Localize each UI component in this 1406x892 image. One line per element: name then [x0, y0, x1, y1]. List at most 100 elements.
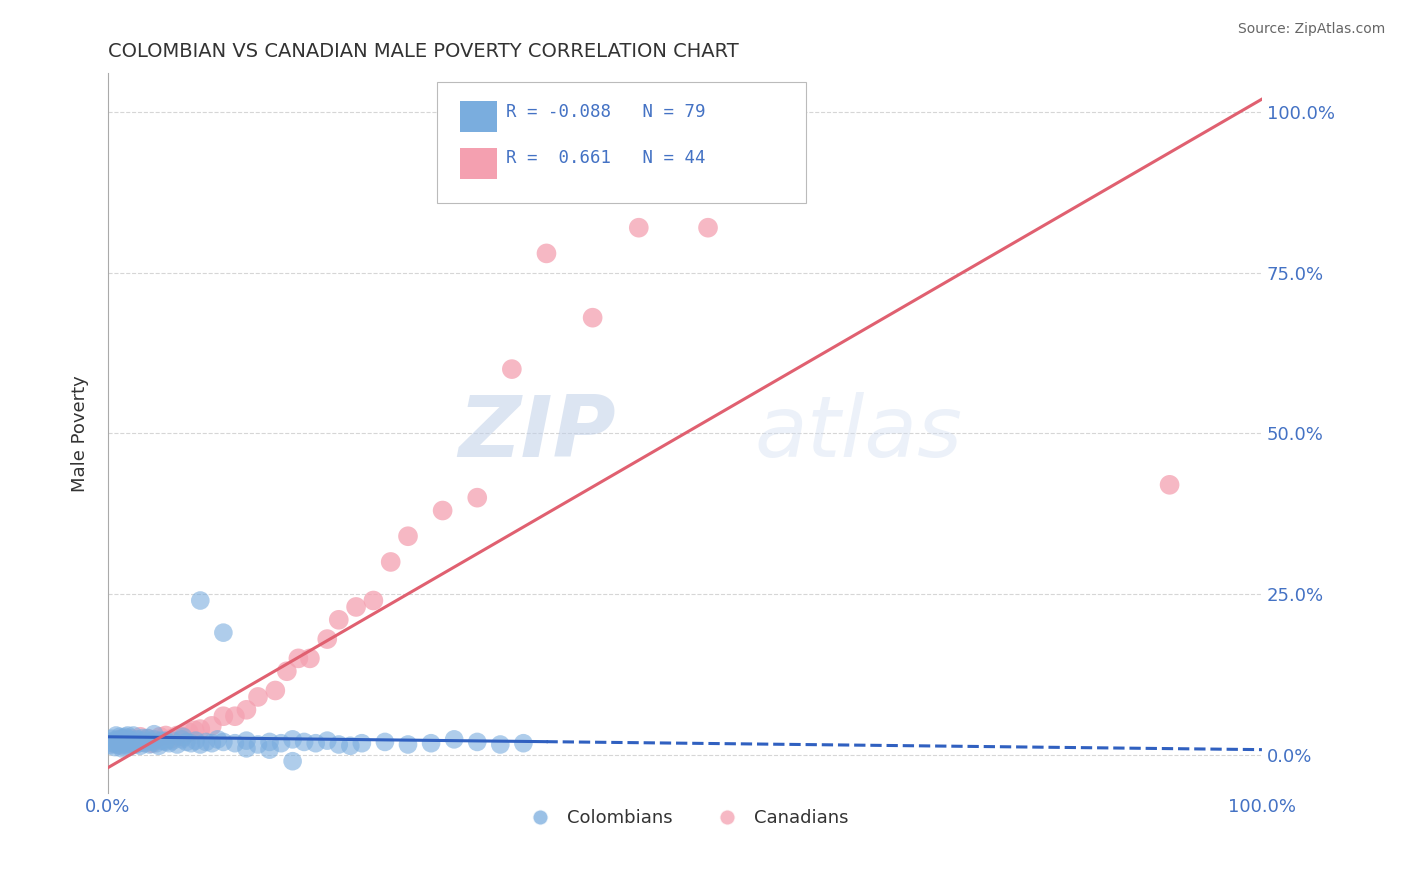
Colombians: [443, 732, 465, 747]
Colombians: [118, 732, 141, 747]
Colombians: [339, 739, 361, 753]
Colombians: [235, 733, 257, 747]
Canadians: [149, 730, 172, 744]
Colombians: [150, 733, 173, 747]
Canadians: [201, 719, 224, 733]
Canadians: [125, 733, 148, 747]
Colombians: [111, 735, 134, 749]
Colombians: [246, 738, 269, 752]
Y-axis label: Male Poverty: Male Poverty: [72, 375, 89, 491]
Colombians: [100, 731, 122, 746]
Colombians: [138, 738, 160, 752]
Canadians: [105, 733, 128, 747]
Canadians: [276, 664, 298, 678]
Colombians: [172, 730, 194, 744]
Colombians: [127, 736, 149, 750]
Colombians: [328, 738, 350, 752]
Canadians: [138, 731, 160, 746]
Canadians: [143, 733, 166, 747]
Colombians: [107, 732, 129, 747]
Canadians: [114, 735, 136, 749]
Colombians: [110, 739, 132, 753]
Canadians: [328, 613, 350, 627]
Colombians: [184, 733, 207, 747]
Colombians: [114, 730, 136, 744]
Canadians: [103, 736, 125, 750]
Colombians: [148, 739, 170, 753]
Colombians: [136, 731, 159, 745]
Canadians: [582, 310, 605, 325]
Canadians: [120, 731, 142, 746]
Canadians: [177, 725, 200, 739]
Canadians: [363, 593, 385, 607]
Colombians: [212, 625, 235, 640]
Colombians: [224, 736, 246, 750]
Colombians: [155, 733, 177, 747]
FancyBboxPatch shape: [460, 147, 496, 179]
Colombians: [195, 735, 218, 749]
Colombians: [465, 735, 488, 749]
Legend: Colombians, Canadians: Colombians, Canadians: [515, 802, 855, 835]
Colombians: [131, 731, 153, 745]
Canadians: [188, 722, 211, 736]
Colombians: [105, 738, 128, 752]
Canadians: [380, 555, 402, 569]
Colombians: [118, 736, 141, 750]
Colombians: [108, 730, 131, 744]
Canadians: [246, 690, 269, 704]
Canadians: [287, 651, 309, 665]
Colombians: [145, 736, 167, 750]
Canadians: [160, 731, 183, 746]
Colombians: [125, 732, 148, 747]
Colombians: [117, 729, 139, 743]
FancyBboxPatch shape: [460, 101, 496, 132]
Colombians: [98, 738, 121, 752]
Canadians: [131, 735, 153, 749]
Colombians: [104, 740, 127, 755]
Canadians: [697, 220, 720, 235]
Canadians: [396, 529, 419, 543]
Colombians: [201, 736, 224, 750]
Colombians: [316, 733, 339, 747]
Colombians: [281, 732, 304, 747]
Canadians: [172, 730, 194, 744]
Colombians: [170, 732, 193, 747]
Colombians: [112, 731, 135, 745]
Colombians: [212, 735, 235, 749]
Canadians: [118, 736, 141, 750]
Canadians: [235, 703, 257, 717]
Colombians: [489, 738, 512, 752]
Colombians: [305, 736, 328, 750]
Canadians: [212, 709, 235, 723]
Colombians: [111, 736, 134, 750]
Canadians: [129, 730, 152, 744]
Colombians: [180, 736, 202, 750]
Colombians: [188, 593, 211, 607]
Colombians: [420, 736, 443, 750]
Colombians: [157, 736, 180, 750]
Canadians: [166, 729, 188, 743]
Text: Source: ZipAtlas.com: Source: ZipAtlas.com: [1237, 22, 1385, 37]
Colombians: [143, 727, 166, 741]
Canadians: [465, 491, 488, 505]
Colombians: [120, 733, 142, 747]
Canadians: [298, 651, 321, 665]
Colombians: [143, 732, 166, 747]
Canadians: [627, 220, 650, 235]
Canadians: [1159, 478, 1181, 492]
Canadians: [183, 723, 205, 738]
Colombians: [512, 736, 534, 750]
Canadians: [108, 738, 131, 752]
Canadians: [141, 736, 163, 750]
Colombians: [115, 738, 138, 752]
Colombians: [155, 735, 177, 749]
Colombians: [188, 738, 211, 752]
FancyBboxPatch shape: [437, 82, 806, 203]
Colombians: [292, 735, 315, 749]
Canadians: [344, 599, 367, 614]
Canadians: [536, 246, 558, 260]
Colombians: [350, 736, 373, 750]
Canadians: [501, 362, 523, 376]
Colombians: [176, 735, 198, 749]
Colombians: [259, 735, 281, 749]
